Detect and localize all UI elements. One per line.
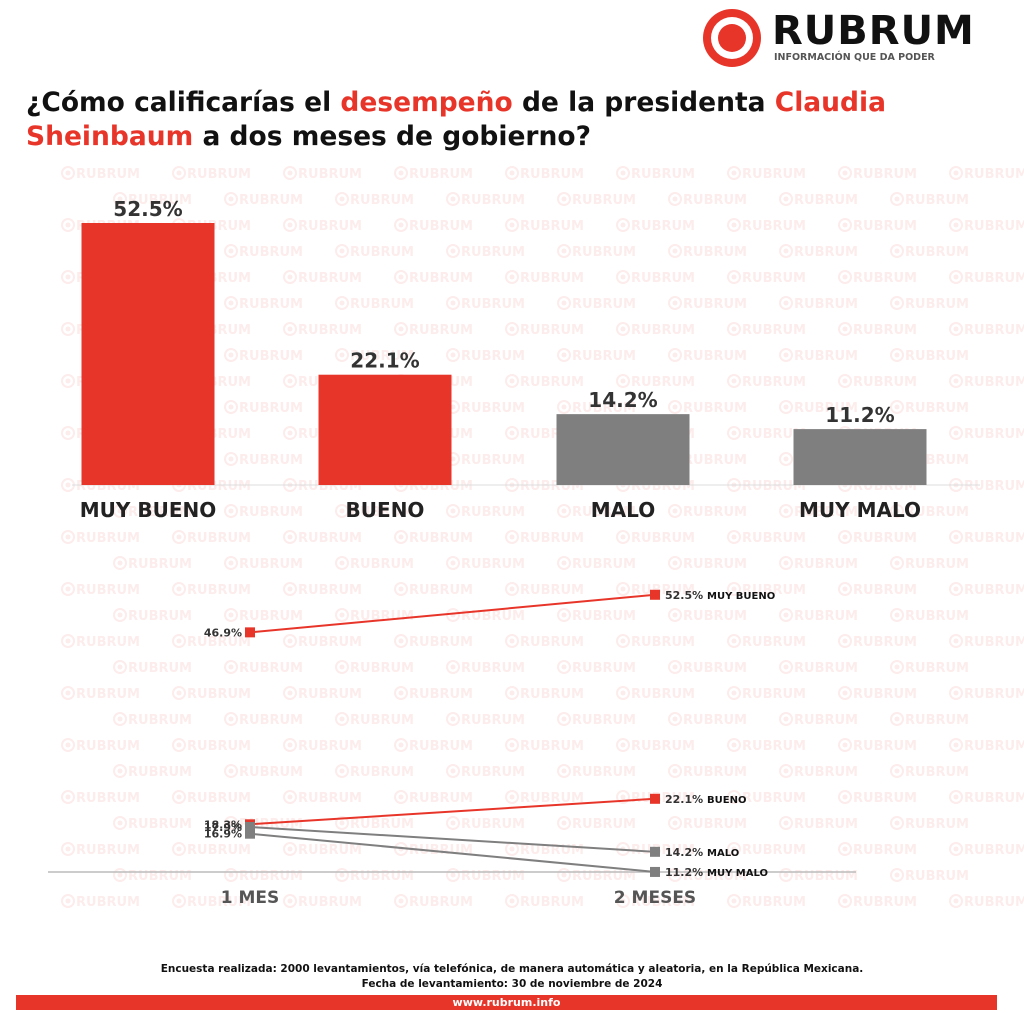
- watermark-mark: RUBRUM: [505, 166, 584, 182]
- watermark-mark: RUBRUM: [727, 166, 806, 182]
- bar-value-label: 52.5%: [113, 197, 182, 221]
- series-line: [249, 825, 656, 853]
- series-start-label: 16.9%: [204, 828, 242, 841]
- footer-url: www.rubrum.info: [452, 996, 561, 1009]
- watermark-mark: RUBRUM: [949, 166, 1024, 182]
- bar-category-label: MALO: [591, 498, 655, 522]
- series-line: [249, 593, 656, 634]
- watermark-mark: RUBRUM: [283, 166, 362, 182]
- series-point-start: [245, 627, 255, 638]
- survey-date: Fecha de levantamiento: 30 de noviembre …: [361, 978, 663, 990]
- bar-category-label: BUENO: [346, 498, 425, 522]
- series-end-label: 52.5% MUY BUENO: [665, 589, 775, 602]
- series-line: [249, 797, 656, 826]
- series-line: [249, 832, 656, 873]
- svg-text:RUBRUM: RUBRUM: [76, 167, 140, 182]
- svg-text:RUBRUM: RUBRUM: [964, 167, 1024, 182]
- series-point-start: [245, 828, 255, 839]
- series-start-label: 18.3%: [204, 818, 242, 831]
- bar-value-label: 22.1%: [350, 349, 419, 373]
- bar: [793, 429, 927, 485]
- headline-highlight-1: desempeño: [340, 87, 513, 118]
- svg-text:RUBRUM: RUBRUM: [298, 167, 362, 182]
- svg-text:RUBRUM: RUBRUM: [520, 167, 584, 182]
- bar: [81, 223, 215, 485]
- series-point-start: [245, 821, 255, 832]
- series-point-end: [650, 589, 660, 600]
- svg-text:RUBRUM: RUBRUM: [409, 167, 473, 182]
- series-end-label: 11.2% MUY MALO: [665, 866, 768, 879]
- logo-tagline: INFORMACIÓN QUE DA PODER: [774, 52, 935, 63]
- bar: [556, 414, 690, 485]
- survey-note: Encuesta realizada: 2000 levantamientos,…: [160, 963, 864, 975]
- brand-logo: RUBRUM INFORMACIÓN QUE DA PODER: [698, 6, 978, 70]
- bar-category-label: MUY MALO: [799, 498, 921, 522]
- series-start-label: 46.9%: [204, 626, 242, 639]
- svg-text:RUBRUM: RUBRUM: [742, 167, 806, 182]
- logo-wordmark: RUBRUM: [772, 8, 975, 54]
- headline-part-2: de la presidenta: [512, 87, 775, 118]
- series-start-label: 17.9%: [204, 821, 242, 834]
- watermark-mark: RUBRUM: [61, 166, 140, 182]
- watermark-mark: RUBRUM: [172, 166, 251, 182]
- line-chart: 46.9% 52.5% MUY BUENO 18.3% 22.1% BUENO 17.9…: [48, 589, 856, 908]
- logo-target-icon: [703, 9, 761, 67]
- bar-value-label: 11.2%: [825, 403, 894, 427]
- bar-value-label: 14.2%: [588, 388, 657, 412]
- bar-category-label: MUY BUENO: [80, 498, 216, 522]
- x-axis-label: 2 MESES: [614, 888, 696, 908]
- watermark-mark: RUBRUM: [394, 166, 473, 182]
- footer-url-bar: www.rubrum.info: [16, 995, 997, 1010]
- bar-chart: 52.5% MUY BUENO 22.1% BUENO 14.2% MALO 11.2% MU…: [72, 197, 980, 522]
- series-end-label: 22.1% BUENO: [665, 793, 746, 806]
- series-point-end: [650, 793, 660, 804]
- svg-text:RUBRUM: RUBRUM: [631, 167, 695, 182]
- svg-text:RUBRUM: RUBRUM: [853, 167, 917, 182]
- series-point-end: [650, 866, 660, 877]
- headline-part-3: a dos meses de gobierno?: [193, 121, 591, 152]
- headline-question: ¿Cómo calificarías el desempeño de la pr…: [26, 86, 996, 154]
- watermark-mark: RUBRUM: [616, 166, 695, 182]
- x-axis-label: 1 MES: [221, 888, 280, 908]
- series-end-label: 14.2% MALO: [665, 846, 739, 859]
- watermark-mark: RUBRUM: [838, 166, 917, 182]
- svg-text:RUBRUM: RUBRUM: [187, 167, 251, 182]
- series-point-end: [650, 846, 660, 857]
- bar: [318, 374, 452, 485]
- headline-highlight-2: Claudia Sheinbaum: [26, 87, 886, 152]
- headline-part-1: ¿Cómo calificarías el: [26, 87, 341, 118]
